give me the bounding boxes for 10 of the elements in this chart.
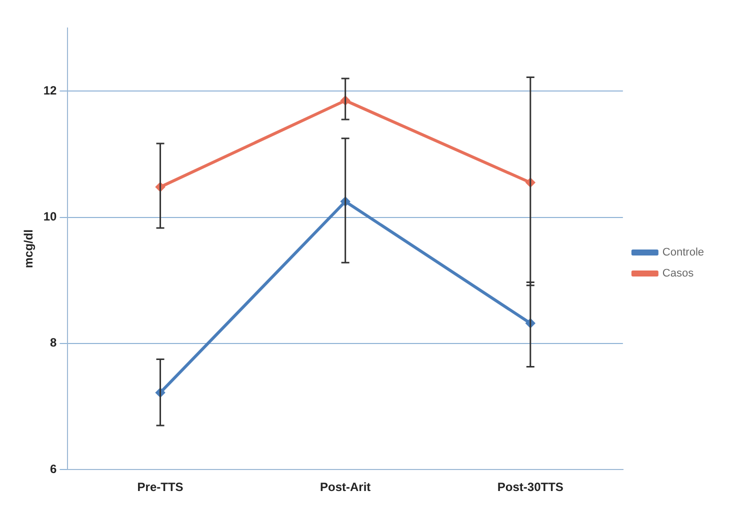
- legend-label: Controle: [662, 246, 704, 259]
- x-tick-label: Post-30TTS: [497, 480, 564, 494]
- y-tick-label: 12: [43, 83, 58, 98]
- x-tick-label: Pre-TTS: [137, 480, 184, 494]
- y-axis-title: mcg/dl: [22, 229, 36, 268]
- legend-label: Casos: [662, 268, 694, 280]
- x-tick-label: Post-Arit: [320, 480, 371, 494]
- y-tick-label: 6: [50, 462, 58, 476]
- y-tick-label: 10: [43, 210, 58, 224]
- y-tick-label: 8: [50, 336, 58, 350]
